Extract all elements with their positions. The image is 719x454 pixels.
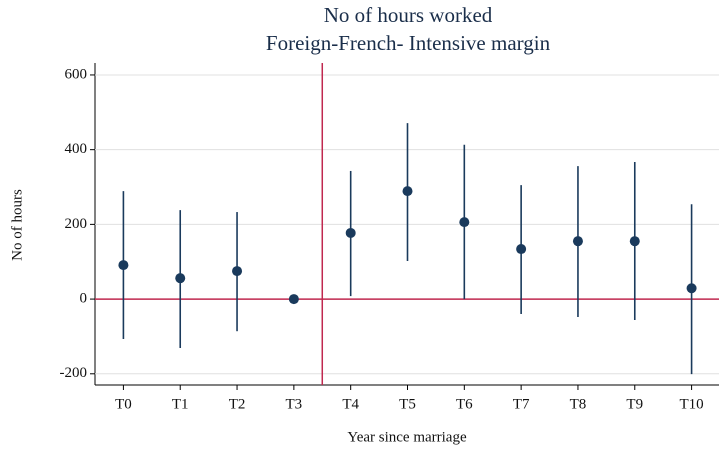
y-tick-label: -200 [60,365,88,381]
point-estimate [118,260,129,271]
y-tick-label: 0 [80,291,88,307]
point-estimate [175,273,186,284]
x-tick-label: T1 [172,396,189,412]
x-tick-label: T5 [399,396,416,412]
y-tick-label: 600 [65,66,88,82]
y-tick-label: 400 [65,141,88,157]
x-tick-label: T9 [626,396,643,412]
x-tick-label: T7 [513,396,530,412]
x-axis-label: Year since marriage [347,429,467,445]
point-estimate [686,283,697,294]
x-tick-label: T4 [342,396,359,412]
x-tick-label: T6 [456,396,473,412]
x-tick-label: T2 [229,396,246,412]
point-estimate [402,186,413,197]
point-estimate [345,227,356,238]
x-tick-label: T3 [286,396,303,412]
x-tick-label: T8 [570,396,587,412]
point-estimate [232,266,243,277]
point-estimate [572,236,583,247]
y-axis-label: No of hours [9,189,25,261]
point-estimate [288,294,299,305]
point-estimate [629,236,640,247]
x-tick-label: T0 [115,396,132,412]
point-estimate [459,217,470,228]
chart-title: No of hours worked [324,3,493,27]
point-estimate [516,244,527,255]
chart-subtitle: Foreign-French- Intensive margin [266,31,551,55]
y-tick-label: 200 [65,216,88,232]
x-tick-label: T10 [680,396,704,412]
